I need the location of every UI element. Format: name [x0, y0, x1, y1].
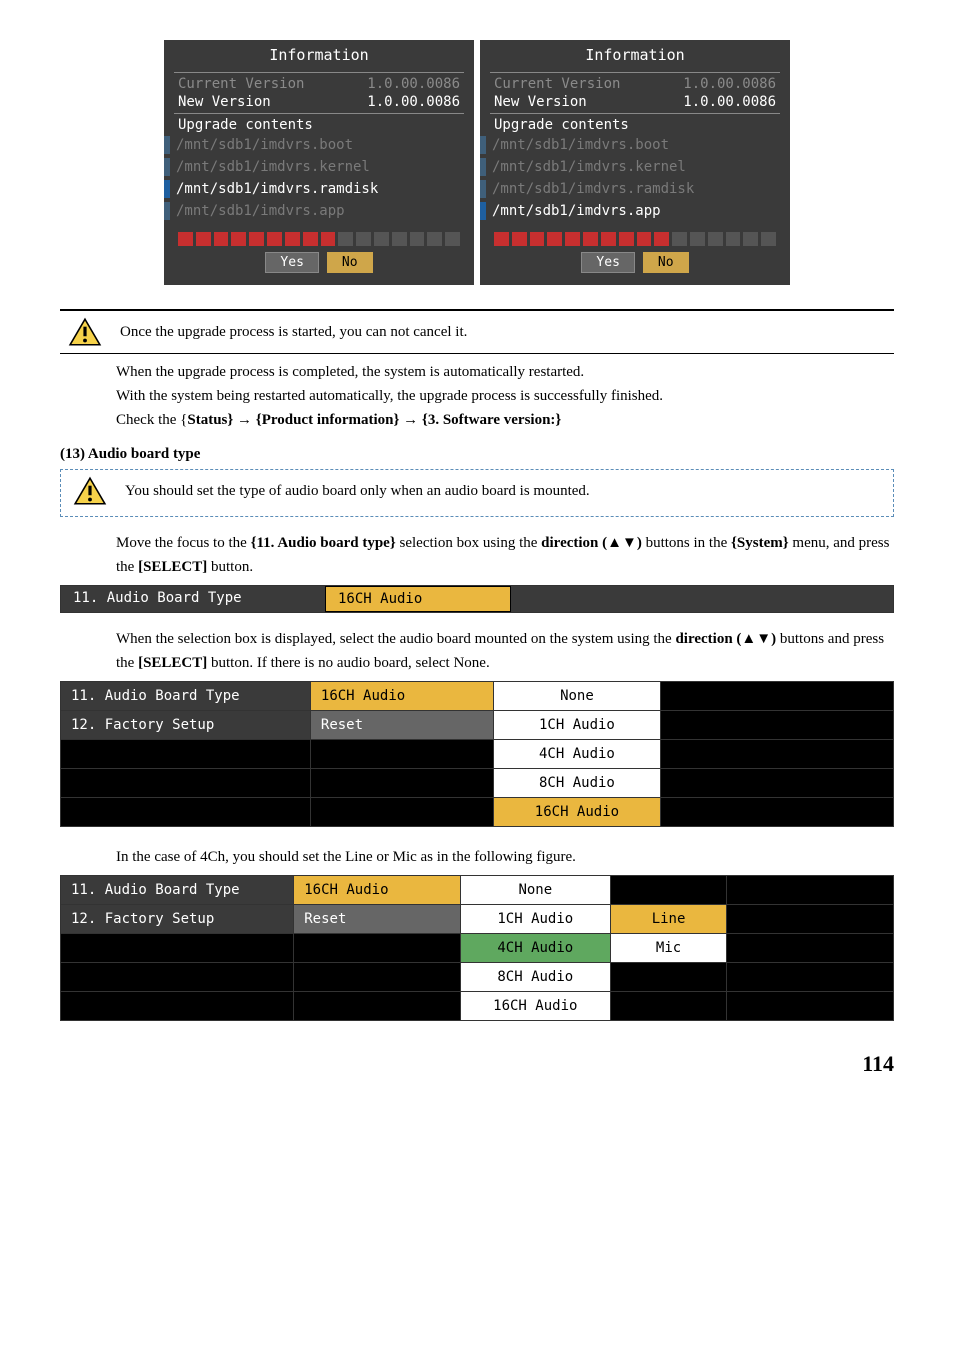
yes-button[interactable]: Yes [265, 252, 318, 273]
dropdown-option[interactable]: 4CH Audio [460, 934, 610, 963]
page-number: 114 [60, 1051, 894, 1077]
no-button[interactable]: No [327, 252, 373, 273]
line: With the system being restarted automati… [116, 384, 894, 408]
dropdown-option[interactable]: None [460, 876, 610, 905]
menu-label: 11. Audio Board Type [61, 682, 311, 711]
dropdown-option[interactable]: None [494, 682, 661, 711]
upgrade-item: /mnt/sdb1/imdvrs.boot [164, 134, 474, 156]
version-row: New Version1.0.00.0086 [164, 93, 474, 111]
body-text-2: Move the focus to the {11. Audio board t… [116, 531, 894, 579]
menu-bar-1: 11. Audio Board Type 16CH Audio [60, 585, 894, 613]
reset-button[interactable]: Reset [310, 711, 493, 740]
dropdown-option[interactable]: 8CH Audio [460, 963, 610, 992]
upgrade-item: /mnt/sdb1/imdvrs.kernel [164, 156, 474, 178]
menu-label: 11. Audio Board Type [61, 586, 325, 612]
yes-button[interactable]: Yes [581, 252, 634, 273]
menu-selection[interactable]: 16CH Audio [294, 876, 461, 905]
menu-label: 12. Factory Setup [61, 905, 294, 934]
panel-title: Information [164, 40, 474, 70]
dropdown-option[interactable]: 8CH Audio [494, 769, 661, 798]
upgrade-item: /mnt/sdb1/imdvrs.ramdisk [164, 178, 474, 200]
line: When the upgrade process is completed, t… [116, 360, 894, 384]
menu-selection[interactable]: 16CH Audio [310, 682, 493, 711]
upgrade-item: /mnt/sdb1/imdvrs.app [164, 200, 474, 222]
side-option[interactable]: Line [610, 905, 727, 934]
menu-spacer [511, 586, 893, 612]
section-13-header: (13) Audio board type [60, 446, 894, 463]
upgrade-item: /mnt/sdb1/imdvrs.boot [480, 134, 790, 156]
note-audio-board: You should set the type of audio board o… [60, 469, 894, 517]
upgrade-item: /mnt/sdb1/imdvrs.app [480, 200, 790, 222]
progress-bar [178, 232, 460, 246]
note-text: You should set the type of audio board o… [125, 483, 590, 500]
warning-icon [68, 317, 102, 347]
note-cancel: Once the upgrade process is started, you… [60, 309, 894, 354]
upgrade-item: /mnt/sdb1/imdvrs.ramdisk [480, 178, 790, 200]
options-table-2: 11. Audio Board Type16CH AudioNone12. Fa… [60, 875, 894, 1021]
menu-selection[interactable]: 16CH Audio [325, 586, 511, 612]
upgrade-header: Upgrade contents [480, 116, 790, 134]
info-panel-right: Information Current Version1.0.00.0086New… [480, 40, 790, 285]
body-text-1: When the upgrade process is completed, t… [116, 360, 894, 432]
body-text-4: In the case of 4Ch, you should set the L… [116, 845, 894, 869]
body-text-3: When the selection box is displayed, sel… [116, 627, 894, 675]
version-row: Current Version1.0.00.0086 [164, 75, 474, 93]
line: Check the {Status} → {Product informatio… [116, 408, 894, 432]
panel-title: Information [480, 40, 790, 70]
info-panels: InformationCurrent Version1.0.00.0086New… [60, 40, 894, 285]
options-table-1: 11. Audio Board Type16CH AudioNone12. Fa… [60, 681, 894, 827]
menu-label: 12. Factory Setup [61, 711, 311, 740]
info-panel-left: Information Current Version1.0.00.0086New… [164, 40, 474, 285]
version-row: New Version1.0.00.0086 [480, 93, 790, 111]
dropdown-option[interactable]: 4CH Audio [494, 740, 661, 769]
dropdown-option[interactable]: 1CH Audio [494, 711, 661, 740]
menu-label: 11. Audio Board Type [61, 876, 294, 905]
dropdown-option[interactable]: 16CH Audio [494, 798, 661, 827]
side-option[interactable]: Mic [610, 934, 727, 963]
no-button[interactable]: No [643, 252, 689, 273]
note-text: Once the upgrade process is started, you… [120, 324, 467, 341]
reset-button[interactable]: Reset [294, 905, 461, 934]
dropdown-option[interactable]: 16CH Audio [460, 992, 610, 1021]
upgrade-header: Upgrade contents [164, 116, 474, 134]
dropdown-option[interactable]: 1CH Audio [460, 905, 610, 934]
upgrade-item: /mnt/sdb1/imdvrs.kernel [480, 156, 790, 178]
warning-icon [73, 476, 107, 506]
version-row: Current Version1.0.00.0086 [480, 75, 790, 93]
progress-bar [494, 232, 776, 246]
